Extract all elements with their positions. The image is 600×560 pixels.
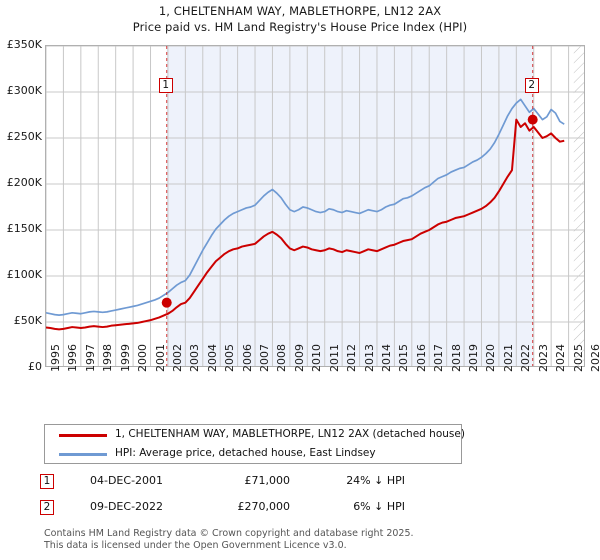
transaction-hpi-delta: 6% ↓ HPI (353, 500, 405, 513)
sale-marker-badge[interactable]: 2 (524, 78, 539, 93)
no-data-hatch-region (573, 46, 584, 366)
x-axis-tick-label: 2016 (414, 344, 428, 372)
y-axis-tick-label: £200K (6, 176, 42, 189)
series-line-hpi (46, 98, 565, 316)
series-line-price-paid (46, 118, 565, 331)
chart-plot-area (45, 45, 585, 367)
table-row: 1 04-DEC-2001 £71,000 24% ↓ HPI (40, 472, 460, 498)
y-axis-tick-label: £350K (6, 38, 42, 51)
x-axis-tick-label: 2013 (362, 344, 376, 372)
x-axis-tick-label: 2007 (258, 344, 272, 372)
footer-line-1: Contains HM Land Registry data © Crown c… (44, 528, 414, 539)
y-axis-tick-label: £100K (6, 268, 42, 281)
x-axis-tick-label: 2006 (240, 344, 254, 372)
transaction-date: 09-DEC-2022 (90, 500, 164, 513)
y-axis-tick-label: £150K (6, 222, 42, 235)
y-axis-tick-label: £0 (28, 360, 42, 373)
legend-row-series1: 1, CHELTENHAM WAY, MABLETHORPE, LN12 2AX… (45, 425, 465, 445)
x-axis-tick-label: 2011 (327, 344, 341, 372)
sale-point-marker[interactable] (527, 114, 538, 125)
x-axis-tick-label: 2001 (153, 344, 167, 372)
x-axis-tick-label: 2004 (205, 344, 219, 372)
footer-line-2: This data is licensed under the Open Gov… (44, 539, 347, 551)
x-axis-tick-label: 2005 (223, 344, 237, 372)
x-axis-tick-label: 2002 (170, 344, 184, 372)
x-axis-tick-label: 2014 (379, 344, 393, 372)
x-axis-tick-label: 2008 (275, 344, 289, 372)
transaction-index-badge: 2 (40, 500, 54, 515)
x-axis-tick-label: 2024 (554, 344, 568, 372)
y-axis-tick-label: £250K (6, 130, 42, 143)
x-axis-tick-label: 2017 (432, 344, 446, 372)
x-axis-tick-label: 2025 (571, 344, 585, 372)
chart-legend: 1, CHELTENHAM WAY, MABLETHORPE, LN12 2AX… (44, 424, 465, 464)
legend-label-series1: 1, CHELTENHAM WAY, MABLETHORPE, LN12 2AX… (115, 428, 465, 440)
x-axis-tick-label: 1997 (83, 344, 97, 372)
transactions-table: 1 04-DEC-2001 £71,000 24% ↓ HPI 2 09-DEC… (40, 472, 460, 524)
x-axis-tick-label: 2023 (536, 344, 550, 372)
x-axis-tick-label: 2015 (397, 344, 411, 372)
legend-row-series2: HPI: Average price, detached house, East… (45, 444, 461, 464)
x-axis-tick-label: 2003 (188, 344, 202, 372)
x-axis-tick-label: 1999 (118, 344, 132, 372)
transaction-index-badge: 1 (40, 474, 54, 489)
transaction-price: £270,000 (237, 500, 291, 513)
sale-point-marker[interactable] (161, 297, 172, 308)
transaction-hpi-delta: 24% ↓ HPI (346, 474, 405, 487)
x-axis-tick-label: 2000 (136, 344, 150, 372)
legend-swatch-series2 (59, 453, 107, 456)
x-axis-tick-label: 2020 (484, 344, 498, 372)
legend-swatch-series1 (59, 434, 107, 437)
x-axis-tick-label: 2009 (292, 344, 306, 372)
x-axis-tick-label: 2012 (345, 344, 359, 372)
footer-attribution: Contains HM Land Registry data © Crown c… (44, 528, 564, 551)
x-axis-tick-label: 1998 (101, 344, 115, 372)
x-axis-tick-label: 2022 (519, 344, 533, 372)
y-axis-tick-label: £50K (13, 314, 42, 327)
x-axis: 1995 1996 1997 1998 1999 2000 2001 2002 2003 2004… (0, 344, 600, 420)
x-axis-tick-label: 1996 (66, 344, 80, 372)
sale-marker-badge[interactable]: 1 (158, 78, 173, 93)
legend-label-series2: HPI: Average price, detached house, East… (115, 447, 376, 459)
x-axis-tick-label: 1995 (49, 344, 62, 372)
x-axis-tick-label: 2018 (449, 344, 463, 372)
x-axis-tick-label: 2021 (501, 344, 515, 372)
x-axis-tick-label: 2019 (467, 344, 481, 372)
page-title: 1, CHELTENHAM WAY, MABLETHORPE, LN12 2AX (158, 4, 442, 18)
x-axis-tick-label: 2010 (310, 344, 324, 372)
x-axis-tick-label: 2026 (589, 344, 600, 372)
page-subtitle: Price paid vs. HM Land Registry's House … (132, 20, 468, 34)
highlight-band (166, 46, 533, 366)
y-axis-tick-label: £300K (6, 84, 42, 97)
transaction-date: 04-DEC-2001 (90, 474, 164, 487)
table-row: 2 09-DEC-2022 £270,000 6% ↓ HPI (40, 498, 460, 524)
transaction-price: £71,000 (244, 474, 291, 487)
